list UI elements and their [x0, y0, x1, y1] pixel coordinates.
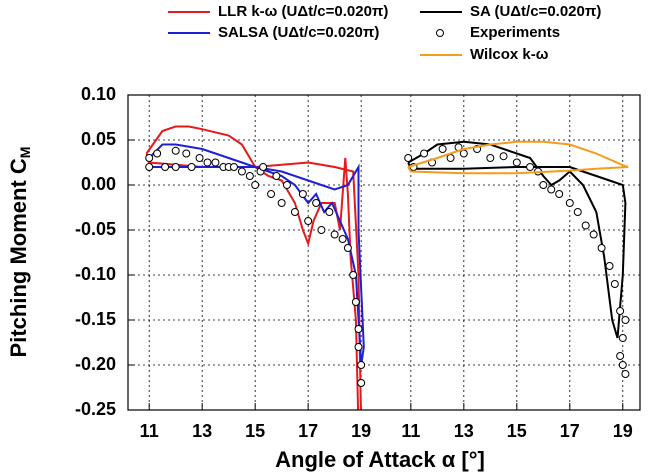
data-point [459, 149, 468, 158]
data-point [404, 154, 413, 162]
data-point [330, 230, 339, 239]
data-point [597, 244, 606, 252]
series-line [145, 125, 362, 410]
data-point [298, 190, 307, 198]
data-point [446, 154, 455, 162]
data-point [259, 163, 268, 171]
y-tick-label: 0.10 [81, 84, 116, 104]
y-tick-label: 0.00 [81, 174, 116, 194]
legend-label: SALSA (UΔt/c=0.020π) [218, 24, 379, 41]
data-point [610, 280, 619, 288]
data-point [153, 149, 162, 158]
data-point [267, 190, 276, 198]
data-point [616, 307, 625, 315]
data-point [229, 163, 238, 171]
plot-area [404, 140, 630, 378]
data-point [512, 158, 521, 167]
legend-label: Wilcox k-ω [470, 46, 549, 63]
x-tick-label: 19 [351, 421, 371, 441]
y-tick-label: 0.05 [81, 129, 116, 149]
x-tick-label: 15 [507, 421, 527, 441]
data-point [290, 208, 299, 216]
data-point [343, 244, 352, 252]
legend-label: LLR k-ω (UΔt/c=0.020π) [218, 3, 388, 20]
legend-label: Experiments [470, 24, 560, 41]
series-line [407, 140, 627, 339]
data-point [182, 149, 191, 158]
series-line [148, 143, 365, 366]
data-point [486, 154, 495, 162]
data-point [211, 158, 220, 167]
data-point [272, 172, 281, 180]
data-point [581, 221, 590, 230]
data-point [555, 190, 564, 198]
y-tick-label: -0.10 [75, 264, 116, 284]
data-point [171, 163, 180, 171]
data-point [237, 167, 246, 176]
data-point [621, 316, 630, 324]
data-point [161, 163, 170, 171]
data-point [354, 343, 363, 351]
data-point [349, 271, 358, 279]
data-point [245, 172, 254, 180]
data-point [618, 334, 627, 342]
legend-label: SA (UΔt/c=0.020π) [470, 3, 601, 20]
plot-area [145, 125, 366, 410]
data-point [565, 199, 574, 207]
legend-marker [436, 29, 444, 37]
series-line [407, 140, 629, 175]
x-tick-label: 13 [192, 421, 212, 441]
data-point [354, 325, 363, 333]
data-point [573, 208, 582, 216]
y-axis-label: Pitching Moment CM [6, 147, 33, 358]
data-point [357, 379, 366, 387]
data-point [539, 181, 548, 189]
data-point [317, 226, 326, 234]
data-point [589, 230, 598, 239]
data-point [438, 145, 447, 153]
y-axis-label-subscript: M [17, 147, 33, 159]
x-tick-label: 11 [140, 421, 159, 441]
data-point [621, 370, 630, 378]
data-point [312, 199, 321, 207]
data-point [203, 158, 212, 167]
x-tick-label: 19 [613, 421, 633, 441]
data-point [547, 185, 556, 194]
data-point [618, 361, 627, 369]
x-tick-label: 13 [454, 421, 474, 441]
data-point [499, 152, 508, 161]
x-tick-label: 17 [560, 421, 580, 441]
data-point [195, 154, 204, 162]
data-point [338, 235, 347, 243]
data-point [605, 262, 614, 270]
data-point [282, 181, 291, 189]
data-point [616, 352, 625, 360]
x-axis-label: Angle of Attack α [°] [275, 447, 485, 472]
y-axis-label-main: Pitching Moment C [6, 158, 31, 357]
data-point [526, 163, 535, 171]
data-point [357, 361, 366, 369]
x-tick-label: 17 [298, 421, 318, 441]
y-tick-label: -0.25 [75, 399, 116, 419]
data-point [145, 163, 154, 171]
x-tick-label: 15 [245, 421, 265, 441]
data-point [325, 208, 334, 216]
x-tick-label: 11 [401, 421, 420, 441]
y-tick-label: -0.15 [75, 309, 116, 329]
y-tick-label: -0.20 [75, 354, 116, 374]
data-point [304, 217, 313, 225]
data-point [420, 149, 429, 158]
y-tick-label: -0.05 [75, 219, 116, 239]
data-point [351, 298, 360, 306]
plot-frame [127, 94, 641, 411]
data-point [277, 199, 286, 207]
data-point [171, 146, 180, 155]
data-point [187, 163, 196, 171]
data-point [251, 181, 260, 189]
data-point [145, 154, 154, 162]
